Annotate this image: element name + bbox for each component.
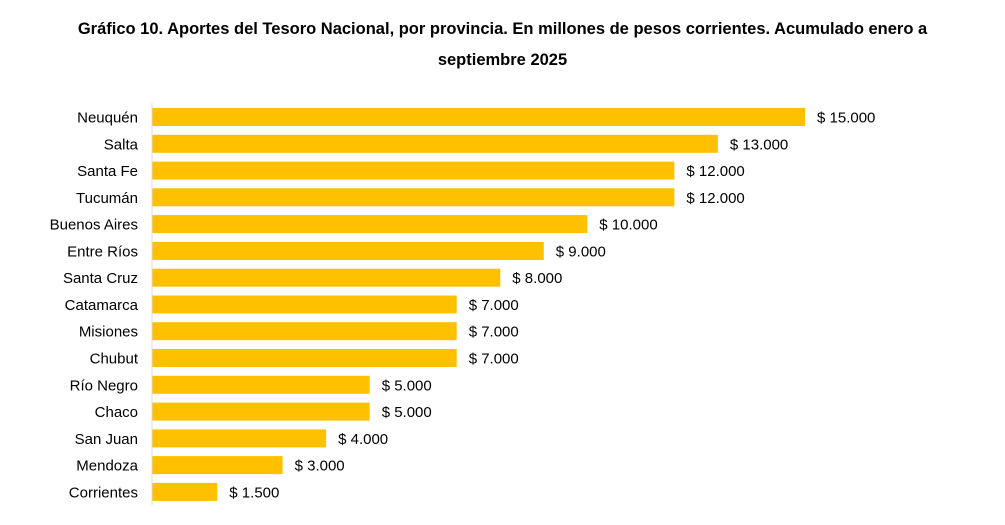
bars-group bbox=[152, 108, 805, 501]
category-label: Santa Fe bbox=[77, 163, 138, 180]
bar-buenos-aires bbox=[152, 215, 588, 234]
category-label: San Juan bbox=[75, 431, 138, 448]
category-label: Catamarca bbox=[65, 297, 139, 314]
value-label: $ 7.000 bbox=[469, 297, 519, 314]
category-label: Chubut bbox=[90, 351, 139, 368]
category-label: Tucumán bbox=[76, 190, 138, 207]
bar-catamarca bbox=[152, 295, 457, 314]
value-label: $ 7.000 bbox=[469, 324, 519, 341]
category-label: Chaco bbox=[95, 404, 138, 421]
bar-chaco bbox=[152, 402, 370, 421]
category-label: Salta bbox=[104, 136, 139, 153]
value-label: $ 13.000 bbox=[730, 136, 788, 153]
category-label: Corrientes bbox=[69, 484, 138, 501]
bar-santa-fe bbox=[152, 161, 675, 180]
category-label: Entre Ríos bbox=[67, 243, 138, 260]
value-labels: $ 15.000 $ 13.000 $ 12.000 $ 12.000 $ 10.000… bbox=[229, 110, 875, 502]
value-label: $ 4.000 bbox=[338, 431, 388, 448]
category-label: Río Negro bbox=[70, 377, 138, 394]
value-label: $ 3.000 bbox=[295, 458, 345, 475]
value-label: $ 5.000 bbox=[382, 377, 432, 394]
value-label: $ 9.000 bbox=[556, 243, 606, 260]
category-label: Buenos Aires bbox=[50, 217, 138, 234]
value-label: $ 10.000 bbox=[599, 217, 657, 234]
value-label: $ 12.000 bbox=[686, 163, 744, 180]
chart-title: Gráfico 10. Aportes del Tesoro Nacional,… bbox=[77, 20, 928, 69]
bar-salta bbox=[152, 134, 718, 153]
category-label: Santa Cruz bbox=[63, 270, 138, 287]
value-label: $ 7.000 bbox=[469, 351, 519, 368]
bar-santa-cruz bbox=[152, 268, 501, 287]
bar-chubut bbox=[152, 349, 457, 367]
value-label: $ 5.000 bbox=[382, 404, 432, 421]
category-label: Mendoza bbox=[76, 458, 138, 475]
bar-entre-rios bbox=[152, 241, 544, 260]
bar-rio-negro bbox=[152, 375, 370, 394]
value-label: $ 8.000 bbox=[512, 270, 562, 287]
bar-tucuman bbox=[152, 188, 675, 207]
bar-corrientes bbox=[152, 482, 218, 501]
bar-mendoza bbox=[152, 456, 283, 475]
value-label: $ 1.500 bbox=[229, 484, 279, 501]
bar-neuquen bbox=[152, 108, 805, 126]
category-label: Neuquén bbox=[77, 110, 138, 127]
bar-san-juan bbox=[152, 429, 327, 448]
bar-misiones bbox=[152, 322, 457, 341]
value-label: $ 12.000 bbox=[686, 190, 744, 207]
category-labels: Neuquén Salta Santa Fe Tucumán Buenos Aires E… bbox=[50, 110, 139, 502]
value-label: $ 15.000 bbox=[817, 110, 875, 127]
category-label: Misiones bbox=[79, 324, 138, 341]
